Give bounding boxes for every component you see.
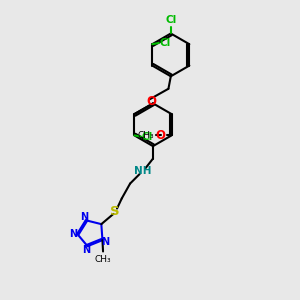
Text: CH₃: CH₃ — [138, 131, 154, 140]
Text: Cl: Cl — [159, 38, 171, 48]
Text: S: S — [110, 205, 120, 218]
Text: N: N — [69, 229, 77, 239]
Text: NH: NH — [134, 166, 151, 176]
Text: N: N — [80, 212, 88, 222]
Text: N: N — [101, 237, 109, 247]
Text: N: N — [82, 245, 91, 255]
Text: O: O — [146, 95, 156, 108]
Text: Cl: Cl — [165, 15, 176, 25]
Text: O: O — [156, 129, 166, 142]
Text: Cl: Cl — [142, 132, 153, 142]
Text: CH₃: CH₃ — [95, 255, 111, 264]
